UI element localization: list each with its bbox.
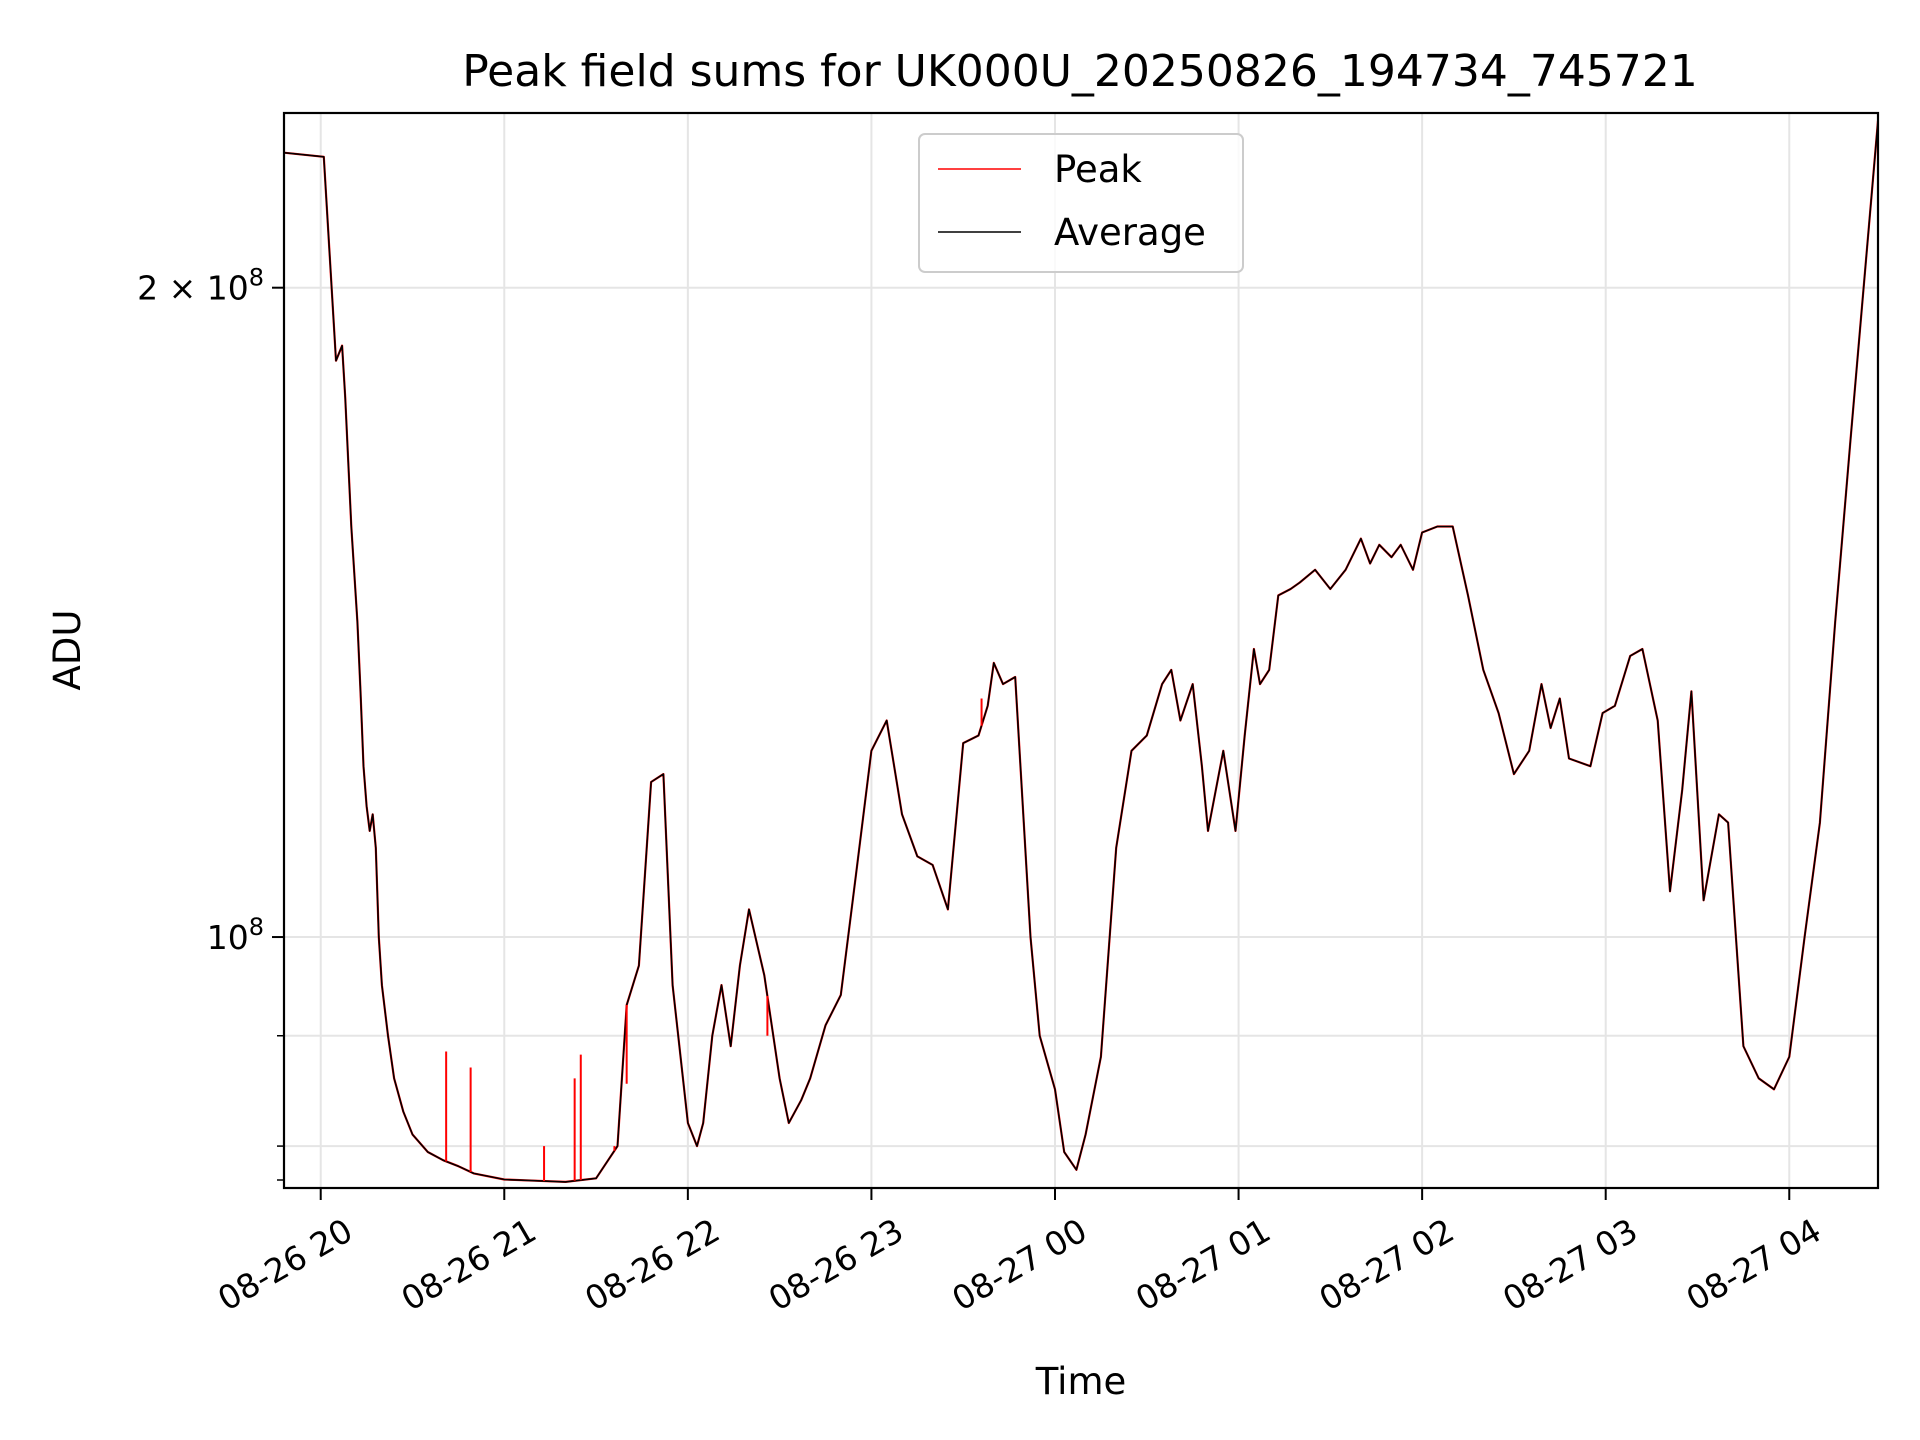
plot-data xyxy=(284,120,1878,1184)
y-tick-exponent: 8 xyxy=(249,913,264,941)
chart-title: Peak field sums for UK000U_20250826_1947… xyxy=(462,46,1698,97)
legend: Peak Average xyxy=(918,133,1244,273)
y-tick-base: 10 xyxy=(207,269,249,308)
grid xyxy=(284,113,1878,1188)
plot-frame xyxy=(282,111,1880,1190)
y-tick-mantissa: 2 × xyxy=(137,269,207,308)
y-tick-label: 108 xyxy=(207,913,264,957)
y-tick-base: 10 xyxy=(207,918,249,957)
y-tick-label: 2 × 108 xyxy=(137,264,264,308)
legend-label-average: Average xyxy=(1054,211,1206,254)
y-axis-label: ADU xyxy=(46,610,89,691)
series-line-average xyxy=(284,120,1878,1183)
x-axis-label: Time xyxy=(1035,1360,1127,1403)
legend-label-peak: Peak xyxy=(1054,148,1142,191)
y-tick-exponent: 8 xyxy=(249,264,264,292)
